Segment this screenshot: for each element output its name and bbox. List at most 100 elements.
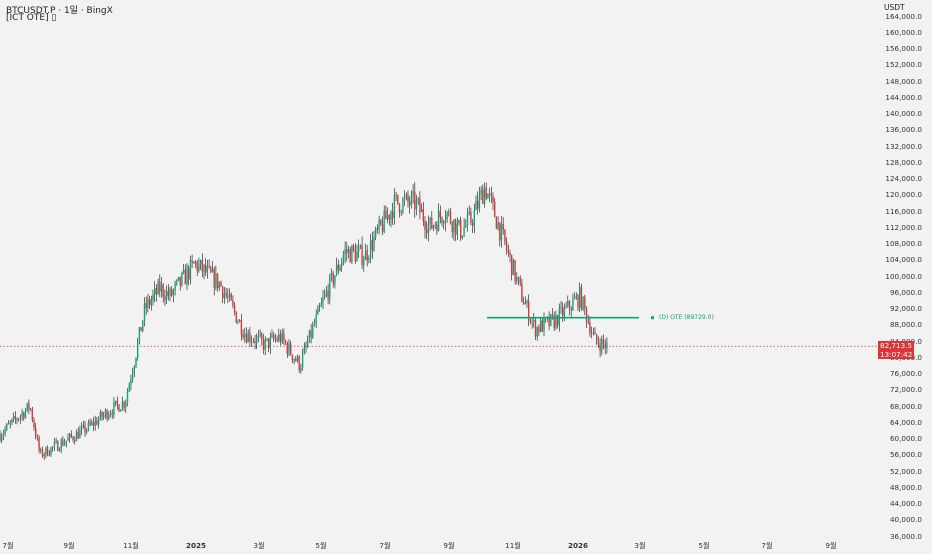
candle-down [191, 260, 192, 261]
candle-down [419, 199, 420, 212]
candlestick-plot[interactable] [0, 0, 880, 550]
candle-down [355, 250, 356, 262]
candle-down [185, 270, 186, 285]
candle-up [309, 330, 310, 342]
y-tick-label: 96,000.0 [890, 288, 922, 297]
candle-up [215, 273, 216, 288]
y-tick-label: 44,000.0 [890, 499, 922, 508]
price-chart[interactable] [0, 0, 880, 550]
candle-up [324, 294, 325, 298]
candle-up [479, 195, 480, 209]
candle-up [30, 409, 31, 410]
candle-up [8, 424, 9, 425]
candle-up [256, 337, 257, 343]
candle-up [458, 220, 459, 223]
candle-down [414, 192, 415, 210]
candle-up [401, 212, 402, 213]
candle-up [120, 410, 121, 412]
candle-up [321, 303, 322, 307]
candle-up [373, 237, 374, 250]
candle-up [186, 268, 187, 284]
candle-down [222, 286, 223, 298]
candle-down [140, 327, 141, 331]
y-tick-label: 132,000.0 [885, 142, 922, 151]
candle-up [45, 447, 46, 454]
y-tick-label: 124,000.0 [885, 174, 922, 183]
candle-up [174, 283, 175, 290]
bar-countdown-badge: 13:07:42 [878, 350, 914, 359]
candle-down [333, 273, 334, 284]
candle-down [528, 301, 529, 321]
candle-up [176, 280, 177, 283]
candle-up [302, 354, 303, 368]
y-tick-label: 140,000.0 [885, 109, 922, 118]
y-tick-label: 128,000.0 [885, 158, 922, 167]
candle-down [159, 281, 160, 291]
candle-up [412, 192, 413, 195]
candle-up [418, 199, 419, 201]
y-tick-label: 160,000.0 [885, 28, 922, 37]
candle-down [117, 401, 118, 405]
candle-down [506, 242, 507, 250]
candle-up [55, 441, 56, 442]
candle-up [326, 291, 327, 294]
y-tick-label: 36,000.0 [890, 532, 922, 541]
candle-up [567, 301, 568, 306]
candle-up [435, 225, 436, 226]
candle-down [146, 303, 147, 308]
candle-down [254, 341, 255, 343]
candle-up [378, 220, 379, 230]
candle-down [214, 269, 215, 288]
candle-down [38, 438, 39, 450]
candle-up [152, 294, 153, 300]
candle-down [241, 320, 242, 335]
candle-down [346, 249, 347, 253]
candle-down [57, 441, 58, 451]
candle-up [463, 227, 464, 236]
candle-up [446, 212, 447, 218]
candle-down [180, 277, 181, 285]
candle-up [526, 301, 527, 303]
candle-up [356, 251, 357, 261]
candle-up [593, 332, 594, 333]
candle-down [426, 230, 427, 233]
candle-down [571, 309, 572, 310]
candle-down [156, 288, 157, 294]
candle-down [327, 291, 328, 299]
candle-down [28, 403, 29, 409]
candle-up [4, 429, 5, 433]
candle-up [137, 342, 138, 358]
candle-up [229, 294, 230, 297]
candle-down [242, 335, 243, 337]
candle-up [195, 262, 196, 263]
candle-up [103, 415, 104, 417]
candle-up [203, 265, 204, 272]
candle-up [564, 307, 565, 316]
candle-down [231, 294, 232, 300]
candle-up [387, 215, 388, 219]
candle-up [390, 211, 391, 219]
candle-down [292, 355, 293, 361]
candle-down [477, 201, 478, 209]
candle-up [537, 327, 538, 336]
candle-down [361, 245, 362, 265]
candle-up [190, 260, 191, 279]
candle-up [487, 194, 488, 198]
candle-up [404, 198, 405, 199]
candle-up [307, 342, 308, 346]
candle-down [33, 420, 34, 428]
indicator-title[interactable]: [ICT OTE] ▯ [6, 13, 56, 23]
candle-up [271, 335, 272, 337]
candle-up [100, 412, 101, 419]
candle-down [372, 240, 373, 250]
candle-down [584, 297, 585, 308]
y-tick-label: 152,000.0 [885, 60, 922, 69]
candle-up [265, 340, 266, 350]
candle-down [605, 344, 606, 348]
candle-up [6, 424, 7, 429]
candle-down [72, 437, 73, 440]
candle-down [163, 285, 164, 297]
candle-up [344, 249, 345, 255]
candle-up [244, 334, 245, 337]
candle-down [23, 413, 24, 418]
